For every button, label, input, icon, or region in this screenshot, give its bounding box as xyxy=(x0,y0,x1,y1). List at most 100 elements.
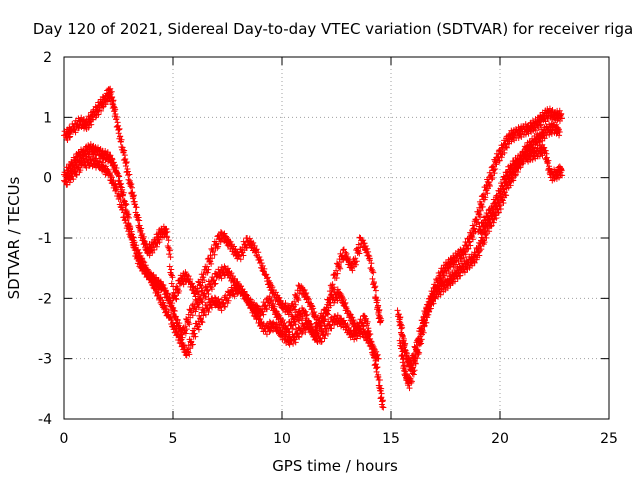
data-point xyxy=(484,178,491,185)
data-point xyxy=(452,278,459,285)
data-point xyxy=(376,306,383,313)
data-point xyxy=(312,330,319,337)
data-point xyxy=(118,180,125,187)
x-tick-label: 20 xyxy=(491,431,509,447)
data-point xyxy=(418,336,425,343)
data-point xyxy=(339,252,346,259)
data-point xyxy=(558,165,565,172)
data-point xyxy=(507,182,514,189)
data-point xyxy=(268,296,275,303)
data-point xyxy=(141,237,148,244)
chart-title: Day 120 of 2021, Sidereal Day-to-day VTE… xyxy=(33,20,633,38)
data-point xyxy=(266,293,273,300)
data-point xyxy=(397,340,404,347)
data-point xyxy=(288,337,295,344)
data-point xyxy=(411,367,418,374)
data-point xyxy=(545,157,552,164)
data-point xyxy=(187,345,194,352)
data-point xyxy=(401,362,408,369)
data-point xyxy=(295,282,302,289)
data-point xyxy=(132,201,139,208)
data-point xyxy=(199,274,206,281)
data-point xyxy=(492,166,499,173)
data-point xyxy=(231,275,238,282)
data-point xyxy=(200,307,207,314)
data-point xyxy=(106,169,113,176)
data-point xyxy=(113,116,120,123)
data-point xyxy=(273,321,280,328)
data-point xyxy=(329,281,336,288)
data-point xyxy=(186,321,193,328)
data-point xyxy=(123,208,130,215)
data-point xyxy=(326,322,333,329)
data-point xyxy=(173,326,180,333)
data-point xyxy=(486,228,493,235)
data-point xyxy=(406,374,413,381)
data-point xyxy=(224,265,231,272)
data-point xyxy=(341,320,348,327)
data-point xyxy=(157,278,164,285)
data-point xyxy=(467,242,474,249)
data-point xyxy=(189,341,196,348)
data-point xyxy=(170,319,176,326)
data-point xyxy=(188,309,195,316)
data-point xyxy=(197,315,204,322)
data-point xyxy=(469,236,476,243)
data-point xyxy=(271,303,278,310)
data-point xyxy=(240,252,247,259)
data-point xyxy=(151,283,158,290)
data-point xyxy=(420,329,427,336)
data-point xyxy=(301,287,308,294)
data-point xyxy=(489,174,496,181)
data-point xyxy=(364,318,371,325)
data-point xyxy=(113,186,120,193)
x-tick-label: 5 xyxy=(169,431,178,447)
data-point xyxy=(337,265,344,272)
data-point xyxy=(195,304,202,311)
data-point xyxy=(244,295,251,302)
data-point xyxy=(412,360,419,367)
data-point xyxy=(515,134,522,141)
data-point xyxy=(367,335,374,342)
data-point xyxy=(424,306,431,313)
data-point xyxy=(333,275,340,282)
data-point xyxy=(212,280,219,287)
data-point xyxy=(155,289,162,296)
data-point xyxy=(128,230,135,237)
data-point xyxy=(188,338,195,345)
data-point xyxy=(372,287,379,294)
data-point xyxy=(498,154,505,161)
data-point xyxy=(202,311,209,318)
data-point xyxy=(366,253,373,260)
data-point xyxy=(153,243,160,250)
data-point xyxy=(361,240,368,247)
data-point xyxy=(124,211,131,218)
data-point xyxy=(77,167,84,174)
data-point xyxy=(272,308,279,315)
data-point xyxy=(530,127,537,134)
data-point xyxy=(115,130,122,137)
data-point xyxy=(279,317,286,324)
data-point xyxy=(502,141,509,148)
data-point xyxy=(264,274,271,281)
data-point xyxy=(514,168,521,175)
data-point xyxy=(397,314,404,321)
data-point xyxy=(174,317,181,324)
data-point xyxy=(146,269,153,276)
data-point xyxy=(366,257,373,264)
data-point xyxy=(399,324,406,331)
data-point xyxy=(421,316,428,323)
data-point xyxy=(138,255,145,262)
data-point xyxy=(199,299,206,306)
data-point xyxy=(176,333,183,340)
data-point xyxy=(468,233,475,240)
data-point xyxy=(113,169,120,176)
data-point xyxy=(282,300,289,307)
data-point xyxy=(99,103,106,110)
data-point xyxy=(204,269,211,276)
data-point xyxy=(246,235,253,242)
data-point xyxy=(201,277,208,284)
data-point xyxy=(331,271,338,278)
data-point xyxy=(115,122,122,129)
data-point xyxy=(215,243,222,250)
